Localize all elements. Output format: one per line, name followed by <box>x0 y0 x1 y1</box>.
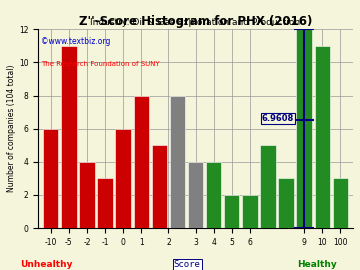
Bar <box>116 129 131 228</box>
Bar <box>224 195 239 228</box>
Bar <box>61 46 77 228</box>
Text: Score: Score <box>174 260 201 269</box>
Text: Unhealthy: Unhealthy <box>21 260 73 269</box>
Bar <box>260 145 276 228</box>
Bar <box>315 46 330 228</box>
Bar <box>152 145 167 228</box>
Bar <box>134 96 149 228</box>
Y-axis label: Number of companies (104 total): Number of companies (104 total) <box>7 65 16 193</box>
Bar <box>97 178 113 228</box>
Bar <box>188 162 203 228</box>
Text: ©www.textbiz.org: ©www.textbiz.org <box>41 37 111 46</box>
Text: Industry: Oil & Gas Exploration and Production: Industry: Oil & Gas Exploration and Prod… <box>90 18 301 27</box>
Text: The Research Foundation of SUNY: The Research Foundation of SUNY <box>41 61 160 67</box>
Bar <box>278 178 294 228</box>
Title: Z''-Score Histogram for PHX (2016): Z''-Score Histogram for PHX (2016) <box>79 15 312 28</box>
Bar <box>242 195 257 228</box>
Bar <box>43 129 58 228</box>
Bar <box>206 162 221 228</box>
Bar <box>79 162 95 228</box>
Text: Healthy: Healthy <box>297 260 337 269</box>
Bar <box>333 178 348 228</box>
Bar <box>170 96 185 228</box>
Bar <box>297 29 312 228</box>
Text: 6.9608: 6.9608 <box>262 114 294 123</box>
